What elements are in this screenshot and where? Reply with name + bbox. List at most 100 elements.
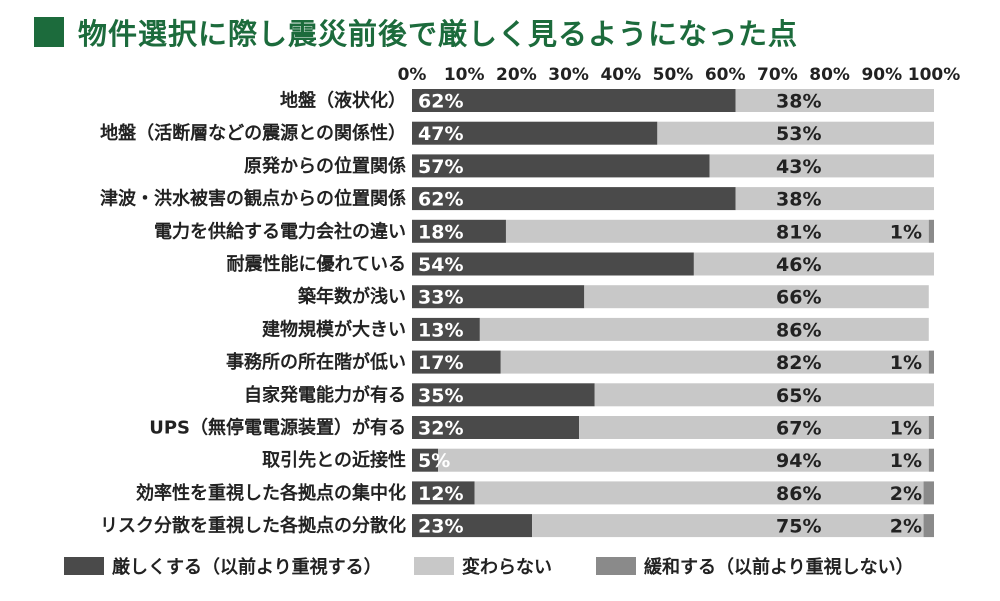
category-label: 事務所の所在階が低い [226,351,406,373]
value-label: 5% [418,450,450,472]
x-tick-label: 70% [757,65,798,85]
legend-label: 緩和する（以前より重視しない） [644,556,914,578]
value-label: 2% [890,483,922,505]
legend-swatch [596,557,636,575]
category-label: 地盤（活断層などの震源との関係性） [100,122,406,144]
value-label: 81% [776,221,821,243]
value-label: 1% [890,221,922,243]
x-tick-label: 10% [444,65,485,85]
category-label: 築年数が浅い [297,286,406,308]
bar-segment-relaxed [928,219,934,243]
category-labels: 地盤（液状化） 地盤（活断層などの震源との関係性） 原発からの位置関係津波・洪水被害… [100,90,406,537]
value-label: 2% [890,516,922,538]
bar-segment-strict [412,383,595,407]
category-label: UPS（無停電電源装置）が有る [149,417,406,439]
bar-segment-unchanged [584,285,929,309]
value-label: 32% [418,418,463,440]
bar-segment-unchanged [532,514,924,538]
x-axis-ticks: 0% 10% 20% 30% 40% 50% 60% 70% 80% 90% 100% [398,65,961,85]
value-label: 1% [890,352,922,374]
value-label: 35% [418,385,463,407]
category-label: 取引先との近接性 [262,449,406,471]
bar-segment-strict [412,121,658,145]
category-label: 原発からの位置関係 [244,155,406,177]
value-label: 82% [776,352,821,374]
bar-segment-strict [412,89,736,112]
chart-title-block: 物件選択に際し震災前後で厳しく見るようになった点 [34,12,798,52]
x-tick-label: 40% [600,65,641,85]
bar-segment-strict [412,350,501,374]
value-label: 12% [418,483,463,505]
category-label: 津波・洪水被害の観点からの位置関係 [100,188,406,210]
legend: 厳しくする（以前より重視する） 変わらない 緩和する（以前より重視しない） [64,556,914,578]
category-label: 地盤（液状化） [280,90,406,112]
value-labels: 62% 38% 47% 53% 57% 43% 62% 38% 18% 81% 1% 54% 46% 33… [418,91,922,538]
category-label: 効率性を重視した各拠点の集中化 [136,482,406,504]
value-label: 75% [776,516,821,538]
value-label: 94% [776,450,821,472]
bar-segment-unchanged [735,89,934,112]
category-label: 耐震性能に優れている [227,253,406,275]
value-label: 86% [776,319,821,341]
value-label: 65% [776,385,821,407]
legend-label: 変わらない [462,556,552,578]
title-square-icon [34,17,64,47]
bar-segment-unchanged [438,448,929,472]
bar-segment-strict [412,317,480,341]
category-label: リスク分散を重視した各拠点の分散化 [100,515,406,537]
bar-segment-relaxed [923,514,934,538]
value-label: 53% [776,123,821,145]
bar-segment-unchanged [594,383,934,407]
bar-segment-strict [412,252,694,276]
value-label: 67% [776,418,821,440]
bar-segment-strict [412,416,580,439]
category-label: 自家発電能力が有る [244,384,406,406]
bar-segment-strict [412,514,533,538]
value-label: 62% [418,91,463,113]
x-tick-label: 90% [861,65,902,85]
chart-title: 物件選択に際し震災前後で厳しく見るようになった点 [78,17,799,51]
value-label: 13% [418,319,463,341]
bar-segment-relaxed [928,416,934,439]
value-label: 46% [776,254,821,276]
value-label: 62% [418,189,463,211]
bar-segment-unchanged [693,252,934,276]
x-tick-label: 0% [398,65,427,85]
bar-segment-unchanged [474,481,924,505]
bar-segment-strict [412,285,585,309]
bar-segment-unchanged [505,219,929,243]
bar-segment-relaxed [928,350,934,374]
x-tick-label: 60% [705,65,746,85]
category-label: 電力を供給する電力会社の違い [154,220,406,242]
bar-segment-unchanged [579,416,929,439]
value-label: 86% [776,483,821,505]
value-label: 43% [776,156,821,178]
value-label: 38% [776,91,821,113]
value-label: 66% [776,287,821,309]
legend-label: 厳しくする（以前より重視する） [112,556,382,578]
bar-segment-unchanged [735,187,934,211]
category-label: 建物規模が大きい [262,318,406,340]
value-label: 1% [890,418,922,440]
bar-segment-unchanged [500,350,929,374]
value-label: 47% [418,123,463,145]
bar-segment-strict [412,154,710,178]
legend-swatch [64,557,104,575]
value-label: 33% [418,287,463,309]
value-label: 17% [418,352,463,374]
bar-segment-unchanged [657,121,934,145]
bar-segment-unchanged [479,317,929,341]
x-tick-label: 100% [908,65,961,85]
x-tick-label: 30% [548,65,589,85]
bar-segments [412,89,934,538]
bar-segment-strict [412,481,475,505]
bar-segment-strict [412,448,439,472]
x-tick-label: 80% [809,65,850,85]
x-tick-label: 20% [496,65,537,85]
value-label: 54% [418,254,463,276]
value-label: 57% [418,156,463,178]
bar-segment-relaxed [923,481,934,505]
value-label: 18% [418,221,463,243]
x-tick-label: 50% [653,65,694,85]
